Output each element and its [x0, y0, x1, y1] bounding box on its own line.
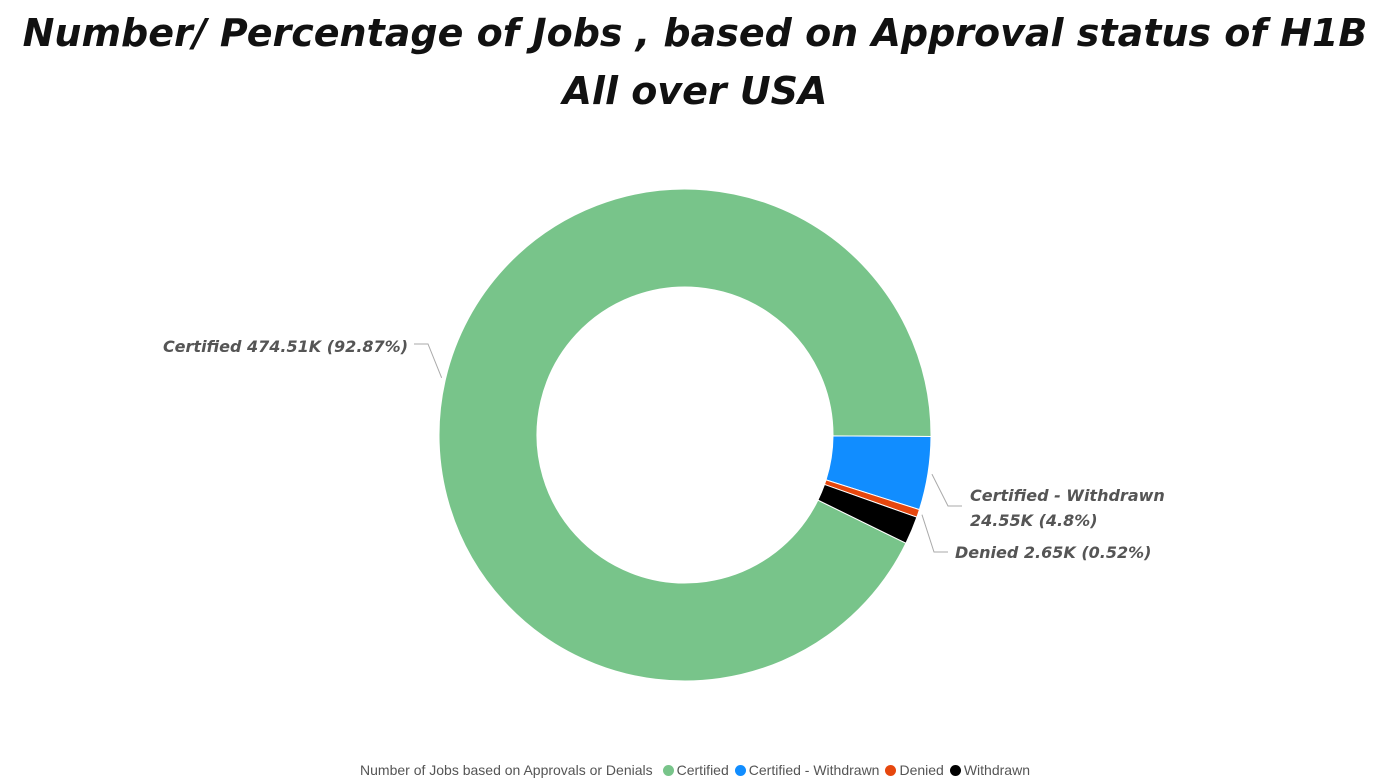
chart-title-line2: All over USA [562, 69, 828, 113]
chart-title-line1: Number/ Percentage of Jobs , based on Ap… [22, 11, 1368, 55]
slice-certified[interactable] [438, 188, 932, 682]
legend-label-withdrawn: Withdrawn [963, 762, 1030, 778]
data-label-certified-withdrawn-line1: Certified - Withdrawn [970, 486, 1165, 505]
leader-line-certified-withdrawn [931, 473, 962, 507]
leader-line-certified [414, 343, 443, 378]
legend-label-denied: Denied [899, 762, 944, 778]
data-label-denied: Denied 2.65K (0.52%) [955, 543, 1151, 562]
legend-item-certified[interactable]: Certified [662, 762, 729, 778]
legend-swatch-certified-withdrawn [734, 764, 746, 776]
leader-line-denied [921, 514, 948, 553]
slice-withdrawn[interactable] [817, 483, 918, 544]
legend-item-withdrawn[interactable]: Withdrawn [949, 762, 1030, 778]
data-label-certified-withdrawn-line2: 24.55K (4.8%) [970, 511, 1098, 530]
legend-label-certified: Certified [676, 762, 729, 778]
legend-item-denied[interactable]: Denied [885, 762, 944, 778]
legend-title: Number of Jobs based on Approvals or Den… [360, 762, 653, 778]
chart-title: Number/ Percentage of Jobs , based on Ap… [0, 4, 1390, 120]
legend-swatch-denied [885, 764, 897, 776]
legend-item-certified-withdrawn[interactable]: Certified - Withdrawn [734, 762, 880, 778]
legend-swatch-withdrawn [949, 764, 961, 776]
legend: Number of Jobs based on Approvals or Den… [0, 758, 1390, 782]
legend-swatch-certified [662, 764, 674, 776]
legend-label-certified-withdrawn: Certified - Withdrawn [748, 762, 880, 778]
data-label-certified: Certified 474.51K (92.87%) [163, 337, 408, 356]
